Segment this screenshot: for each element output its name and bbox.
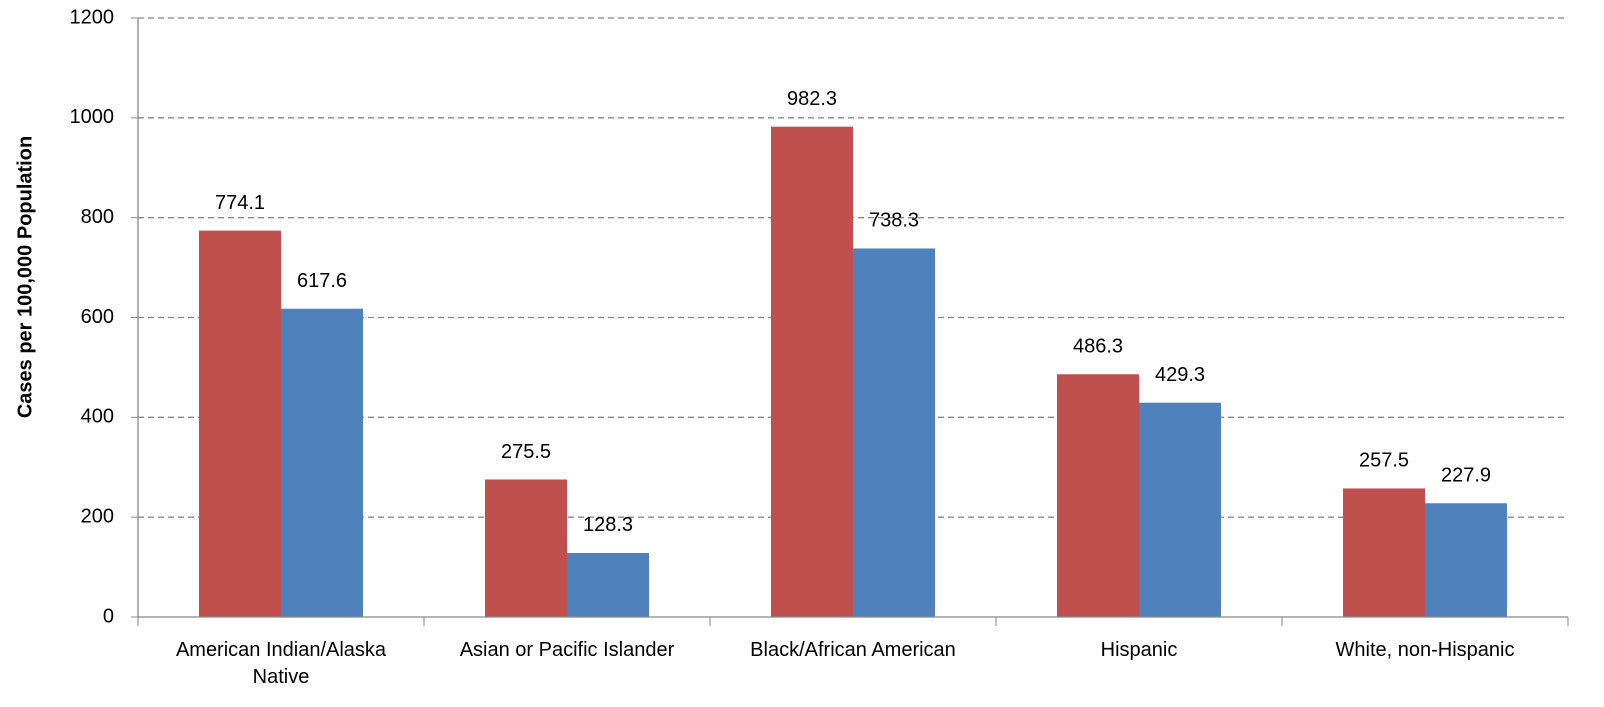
data-label: 227.9 (1441, 465, 1491, 487)
data-label: 617.6 (297, 270, 347, 292)
bar (1139, 402, 1221, 617)
y-tick-label: 400 (81, 406, 114, 428)
bar (281, 308, 363, 617)
data-label: 486.3 (1073, 336, 1123, 358)
y-tick-label: 1000 (70, 106, 115, 128)
x-tick-label: Hispanic (1100, 639, 1178, 661)
data-label: 429.3 (1155, 364, 1205, 386)
bar (485, 479, 567, 617)
y-tick-label: 1200 (70, 6, 115, 28)
x-tick-label: White, non-Hispanic (1335, 639, 1515, 661)
y-axis-title: Cases per 100,000 Population (14, 136, 36, 418)
data-label: 257.5 (1359, 450, 1409, 472)
bar (853, 248, 935, 617)
bar (771, 126, 853, 618)
x-tick-label: Asian or Pacific Islander (459, 639, 675, 661)
x-tick-label: Black/African American (750, 639, 956, 661)
bar (1425, 503, 1507, 617)
x-tick-label: American Indian/Alaska Native (175, 639, 387, 688)
data-label: 275.5 (501, 441, 551, 463)
data-label: 774.1 (215, 192, 265, 214)
y-tick-label: 600 (81, 306, 114, 328)
y-tick-label: 0 (103, 605, 114, 627)
data-label: 982.3 (787, 88, 837, 110)
y-tick-label: 200 (81, 505, 114, 527)
bar (1057, 374, 1139, 617)
y-tick-label: 800 (81, 206, 114, 228)
bar (199, 230, 281, 617)
data-label: 128.3 (583, 514, 633, 536)
bar (1343, 488, 1425, 617)
bar (567, 552, 649, 617)
data-label: 738.3 (869, 210, 919, 232)
